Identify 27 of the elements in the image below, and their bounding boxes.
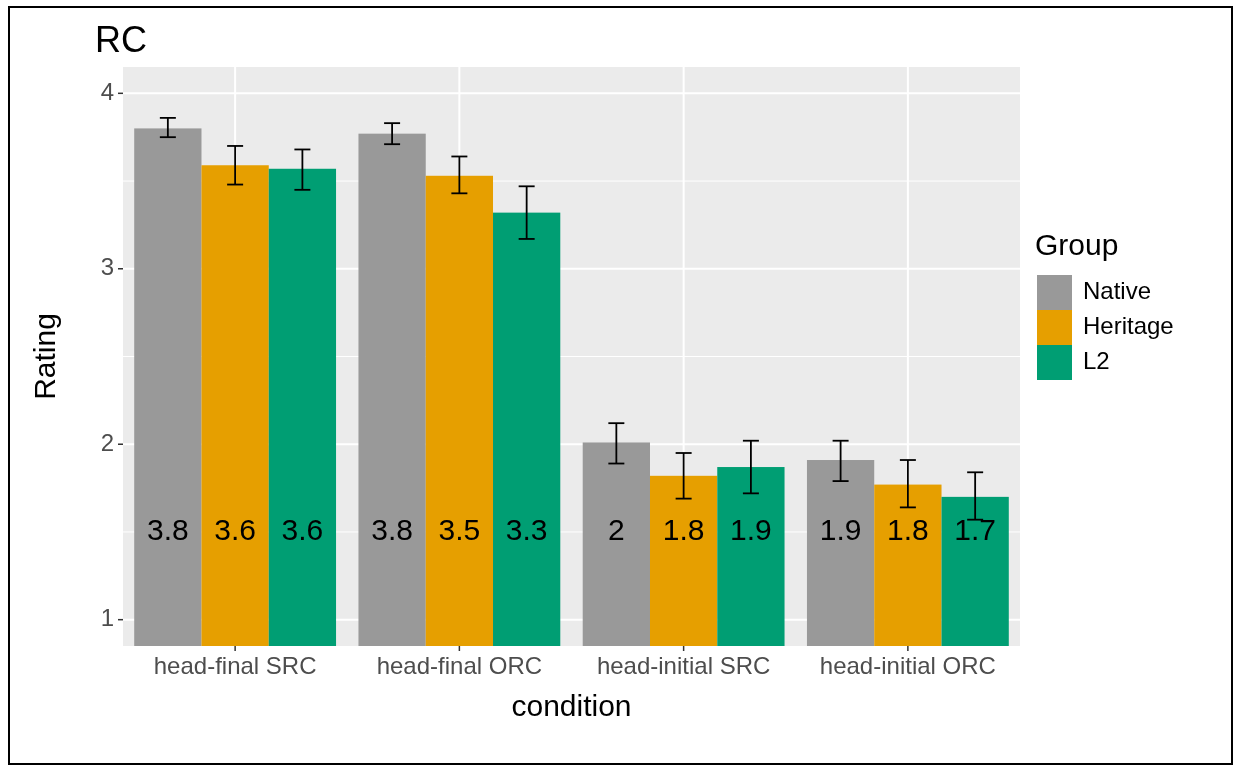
- legend-label: Heritage: [1083, 312, 1174, 340]
- x-tick-label: head-initial ORC: [819, 652, 996, 679]
- x-tick-label: head-final ORC: [376, 652, 543, 679]
- x-tick-label: head-final SRC: [153, 652, 317, 679]
- legend-label: L2: [1083, 347, 1110, 375]
- y-tick-label: 3: [100, 253, 114, 281]
- data-label: 1.8: [887, 512, 929, 546]
- y-tick-label: 1: [100, 604, 114, 632]
- data-label: 3.5: [438, 512, 481, 546]
- y-axis-title: Rating: [28, 313, 61, 400]
- data-label: 1.8: [662, 512, 705, 546]
- data-label: 3.6: [281, 512, 324, 546]
- data-label: 1.7: [954, 512, 997, 546]
- x-tick-label: head-initial SRC: [596, 652, 771, 679]
- data-label: 3.8: [371, 512, 413, 546]
- legend-title: Group: [1035, 228, 1119, 261]
- data-label: 1.9: [819, 512, 862, 546]
- data-label: 3.8: [146, 512, 189, 546]
- data-label: 1.9: [730, 512, 772, 546]
- data-label: 2: [608, 512, 625, 546]
- data-label: 3.3: [505, 512, 548, 546]
- chart-title: RC: [95, 19, 147, 60]
- data-label: 3.6: [214, 512, 256, 546]
- x-axis-title: condition: [511, 689, 632, 722]
- y-tick-label: 2: [100, 428, 114, 456]
- legend-label: Native: [1083, 277, 1152, 305]
- y-tick-label: 4: [100, 77, 114, 105]
